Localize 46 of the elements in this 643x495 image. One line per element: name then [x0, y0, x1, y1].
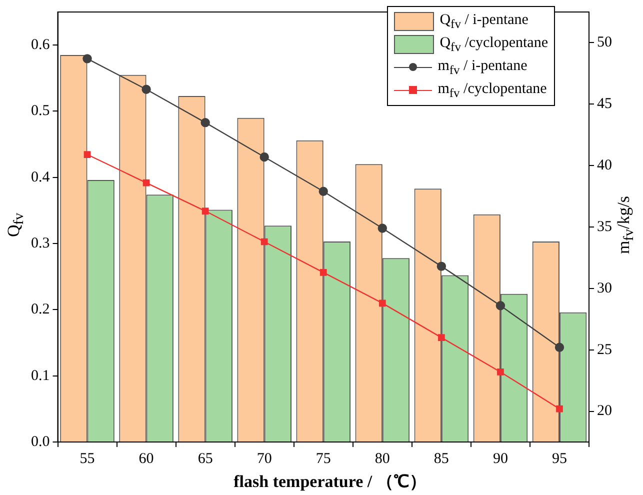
y-tick-label: 0.0	[31, 434, 50, 450]
y-tick-label: 0.6	[31, 37, 50, 54]
point	[200, 118, 210, 128]
y2-tick-label: 25	[597, 342, 612, 358]
legend-label: Q$_{fv}$ / i-pentane	[440, 12, 528, 32]
point	[82, 54, 92, 64]
y2-tick-label: 30	[597, 280, 612, 296]
x-tick-label: 75	[316, 450, 331, 467]
point	[260, 152, 269, 162]
y-tick-label: 0.1	[31, 368, 50, 384]
x-tick-label: 90	[492, 450, 508, 467]
point	[436, 262, 446, 271]
x-tick-label: 85	[434, 450, 449, 467]
y-tick-label: 0.2	[31, 302, 50, 318]
x-tick-label: 80	[374, 450, 390, 467]
x-tick-label: 70	[256, 450, 272, 467]
x-tick-label: 55	[80, 450, 95, 467]
x-tick-label: 65	[198, 450, 213, 467]
point	[84, 151, 91, 158]
point	[142, 84, 151, 94]
legend-label: Q$_{fv}$ /cyclopentane	[440, 34, 548, 54]
point	[554, 342, 564, 352]
point	[438, 334, 445, 341]
x-tick-label: 60	[138, 450, 154, 467]
point	[142, 179, 150, 186]
y-tick-label: 0.3	[31, 235, 50, 252]
y2-tick-label: 45	[597, 96, 612, 112]
y2-tick-label: 50	[597, 34, 612, 51]
legend-label: m$_{fv}$ /cyclopentane	[438, 80, 547, 100]
y-tick-label: 0.5	[31, 103, 50, 120]
legend-label: m$_{fv}$ / i-pentane	[438, 58, 528, 78]
point	[202, 208, 209, 214]
point	[556, 405, 563, 412]
y-tick-label: 0.4	[31, 169, 50, 186]
point	[260, 238, 268, 246]
point	[318, 186, 328, 196]
point	[378, 300, 386, 307]
y2-tick-label: 35	[597, 218, 612, 235]
point	[496, 301, 506, 310]
x-axis-title: flash temperature / （℃）	[234, 471, 426, 493]
y2-tick-label: 20	[597, 403, 612, 420]
x-tick-label: 95	[552, 450, 567, 467]
point	[378, 224, 388, 233]
point	[320, 269, 327, 276]
point	[497, 368, 504, 376]
y2-tick-label: 40	[597, 158, 612, 174]
